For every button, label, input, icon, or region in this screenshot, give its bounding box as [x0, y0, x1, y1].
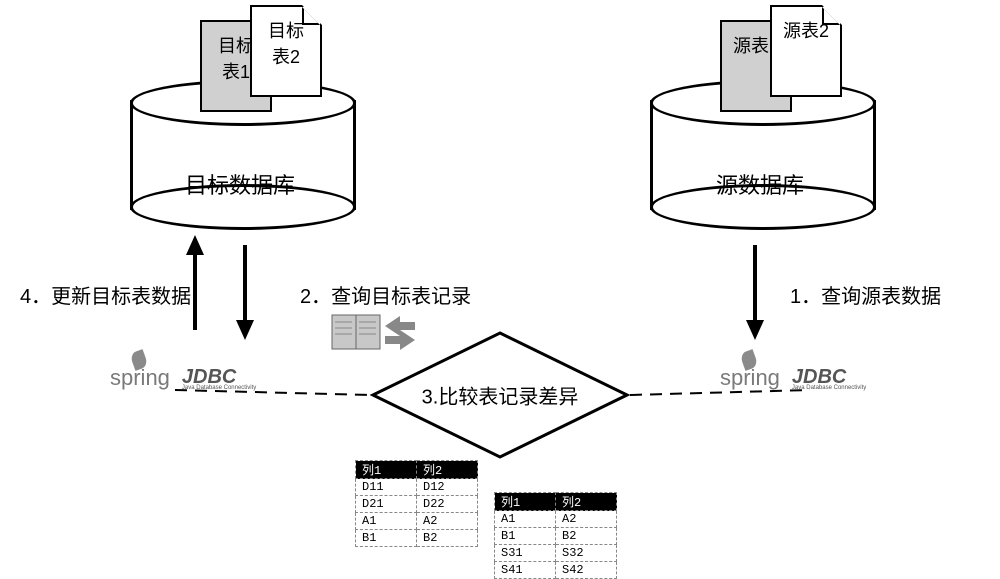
compare-decision: 3.比较表记录差异 [370, 330, 630, 460]
jdbc-logo: JDBC Java Database Connectivity [792, 366, 866, 391]
target-table2-doc: 目标 表2 [250, 5, 322, 97]
target-db-label: 目标数据库 [130, 168, 350, 200]
table-row: D11D12 [356, 479, 478, 496]
table-header: 列1 [356, 461, 417, 479]
source-db-label: 源数据库 [650, 168, 870, 200]
table-header: 列1 [495, 493, 556, 511]
table-cell: S31 [495, 545, 556, 562]
right-compare-table: 列1列2A1A2B1B2S31S32S41S42 [494, 492, 617, 579]
table-cell: B1 [356, 530, 417, 547]
table-cell: B1 [495, 528, 556, 545]
left-logos: spring JDBC Java Database Connectivity [110, 365, 256, 391]
right-logos: spring JDBC Java Database Connectivity [720, 365, 866, 391]
jdbc-subtext: Java Database Connectivity [792, 385, 866, 391]
table-header: 列2 [556, 493, 617, 511]
jdbc-logo: JDBC Java Database Connectivity [182, 366, 256, 391]
doc-label: 目标 表1 [218, 36, 254, 82]
table-row: B1B2 [356, 530, 478, 547]
left-compare-table: 列1列2D11D12D21D22A1A2B1B2 [355, 460, 478, 547]
spring-logo: spring [720, 365, 780, 391]
step1-label: 1．查询源表数据 [790, 280, 941, 309]
step3-label: 3.比较表记录差异 [422, 381, 579, 410]
table-row: B1B2 [495, 528, 617, 545]
table-cell: A1 [495, 511, 556, 528]
table-cell: D12 [417, 479, 478, 496]
table-row: A1A2 [495, 511, 617, 528]
table-row: A1A2 [356, 513, 478, 530]
table-cell: S32 [556, 545, 617, 562]
table-header: 列2 [417, 461, 478, 479]
table-cell: B2 [556, 528, 617, 545]
step4-label: 4．更新目标表数据 [20, 280, 191, 309]
table-cell: D22 [417, 496, 478, 513]
table-row: S31S32 [495, 545, 617, 562]
table-row: D21D22 [356, 496, 478, 513]
table-cell: A1 [356, 513, 417, 530]
doc-label: 源表2 [783, 21, 829, 41]
source-table2-doc: 源表2 [770, 5, 842, 97]
table-cell: D21 [356, 496, 417, 513]
jdbc-subtext: Java Database Connectivity [182, 385, 256, 391]
table-cell: B2 [417, 530, 478, 547]
table-cell: D11 [356, 479, 417, 496]
table-cell: A2 [417, 513, 478, 530]
spring-logo: spring [110, 365, 170, 391]
table-cell: A2 [556, 511, 617, 528]
doc-label: 目标 表2 [268, 21, 304, 67]
step2-label: 2．查询目标表记录 [300, 280, 471, 309]
